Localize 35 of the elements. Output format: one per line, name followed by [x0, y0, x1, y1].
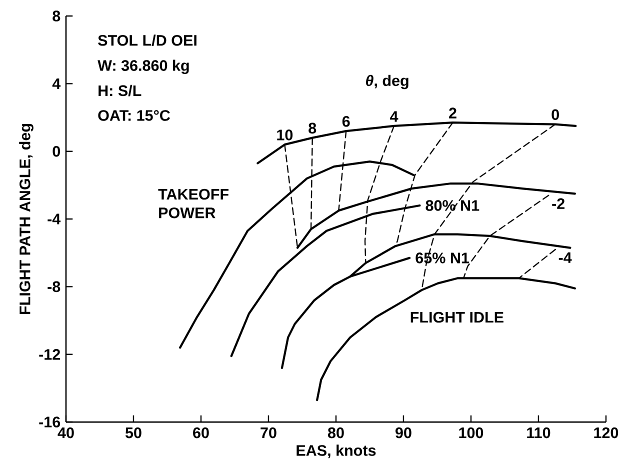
x-tick-label: 120	[594, 427, 618, 438]
x-tick-label: 100	[459, 427, 484, 438]
x-tick-label: 80	[328, 427, 344, 438]
series-label: -2	[552, 198, 564, 209]
y-tick-label: -4	[48, 214, 61, 224]
x-tick-label: 90	[396, 427, 412, 438]
y-tick-label: -12	[39, 349, 60, 360]
annotation: TAKEOFF POWER	[158, 188, 228, 218]
annotation: W: 36.860 kg	[98, 60, 189, 74]
x-axis-title: EAS, knots	[296, 444, 376, 458]
series-label: 0	[552, 109, 559, 120]
series-label: 10	[277, 130, 293, 140]
annotation: θ, deg	[366, 74, 408, 90]
annotation: FLIGHT IDLE	[410, 312, 504, 323]
x-tick-label: 110	[527, 427, 550, 438]
x-tick-label: 50	[125, 427, 142, 438]
series-label: 8	[308, 122, 316, 134]
y-tick-label: -16	[39, 416, 60, 428]
annotation: OAT: 15°C	[98, 110, 170, 121]
series-label: 65% N1	[416, 252, 470, 264]
series-label: 6	[342, 116, 350, 127]
y-tick-label: 8	[52, 10, 60, 22]
annotation: STOL L/D OEI	[98, 34, 196, 46]
y-tick-label: 0	[52, 146, 60, 157]
y-axis-title: FLIGHT PATH ANGLE, deg	[19, 124, 34, 314]
x-tick-label: 70	[260, 427, 276, 438]
annotation: H: S/L	[98, 84, 142, 96]
x-tick-label: 40	[58, 427, 74, 438]
x-tick-label: 60	[193, 427, 209, 438]
series-label: 4	[390, 111, 398, 122]
series-label: 2	[449, 108, 456, 118]
series-label: -4	[558, 252, 572, 263]
y-tick-label: 4	[52, 78, 61, 89]
y-tick-label: -8	[48, 281, 60, 292]
series-label: 80% N1	[426, 200, 480, 211]
